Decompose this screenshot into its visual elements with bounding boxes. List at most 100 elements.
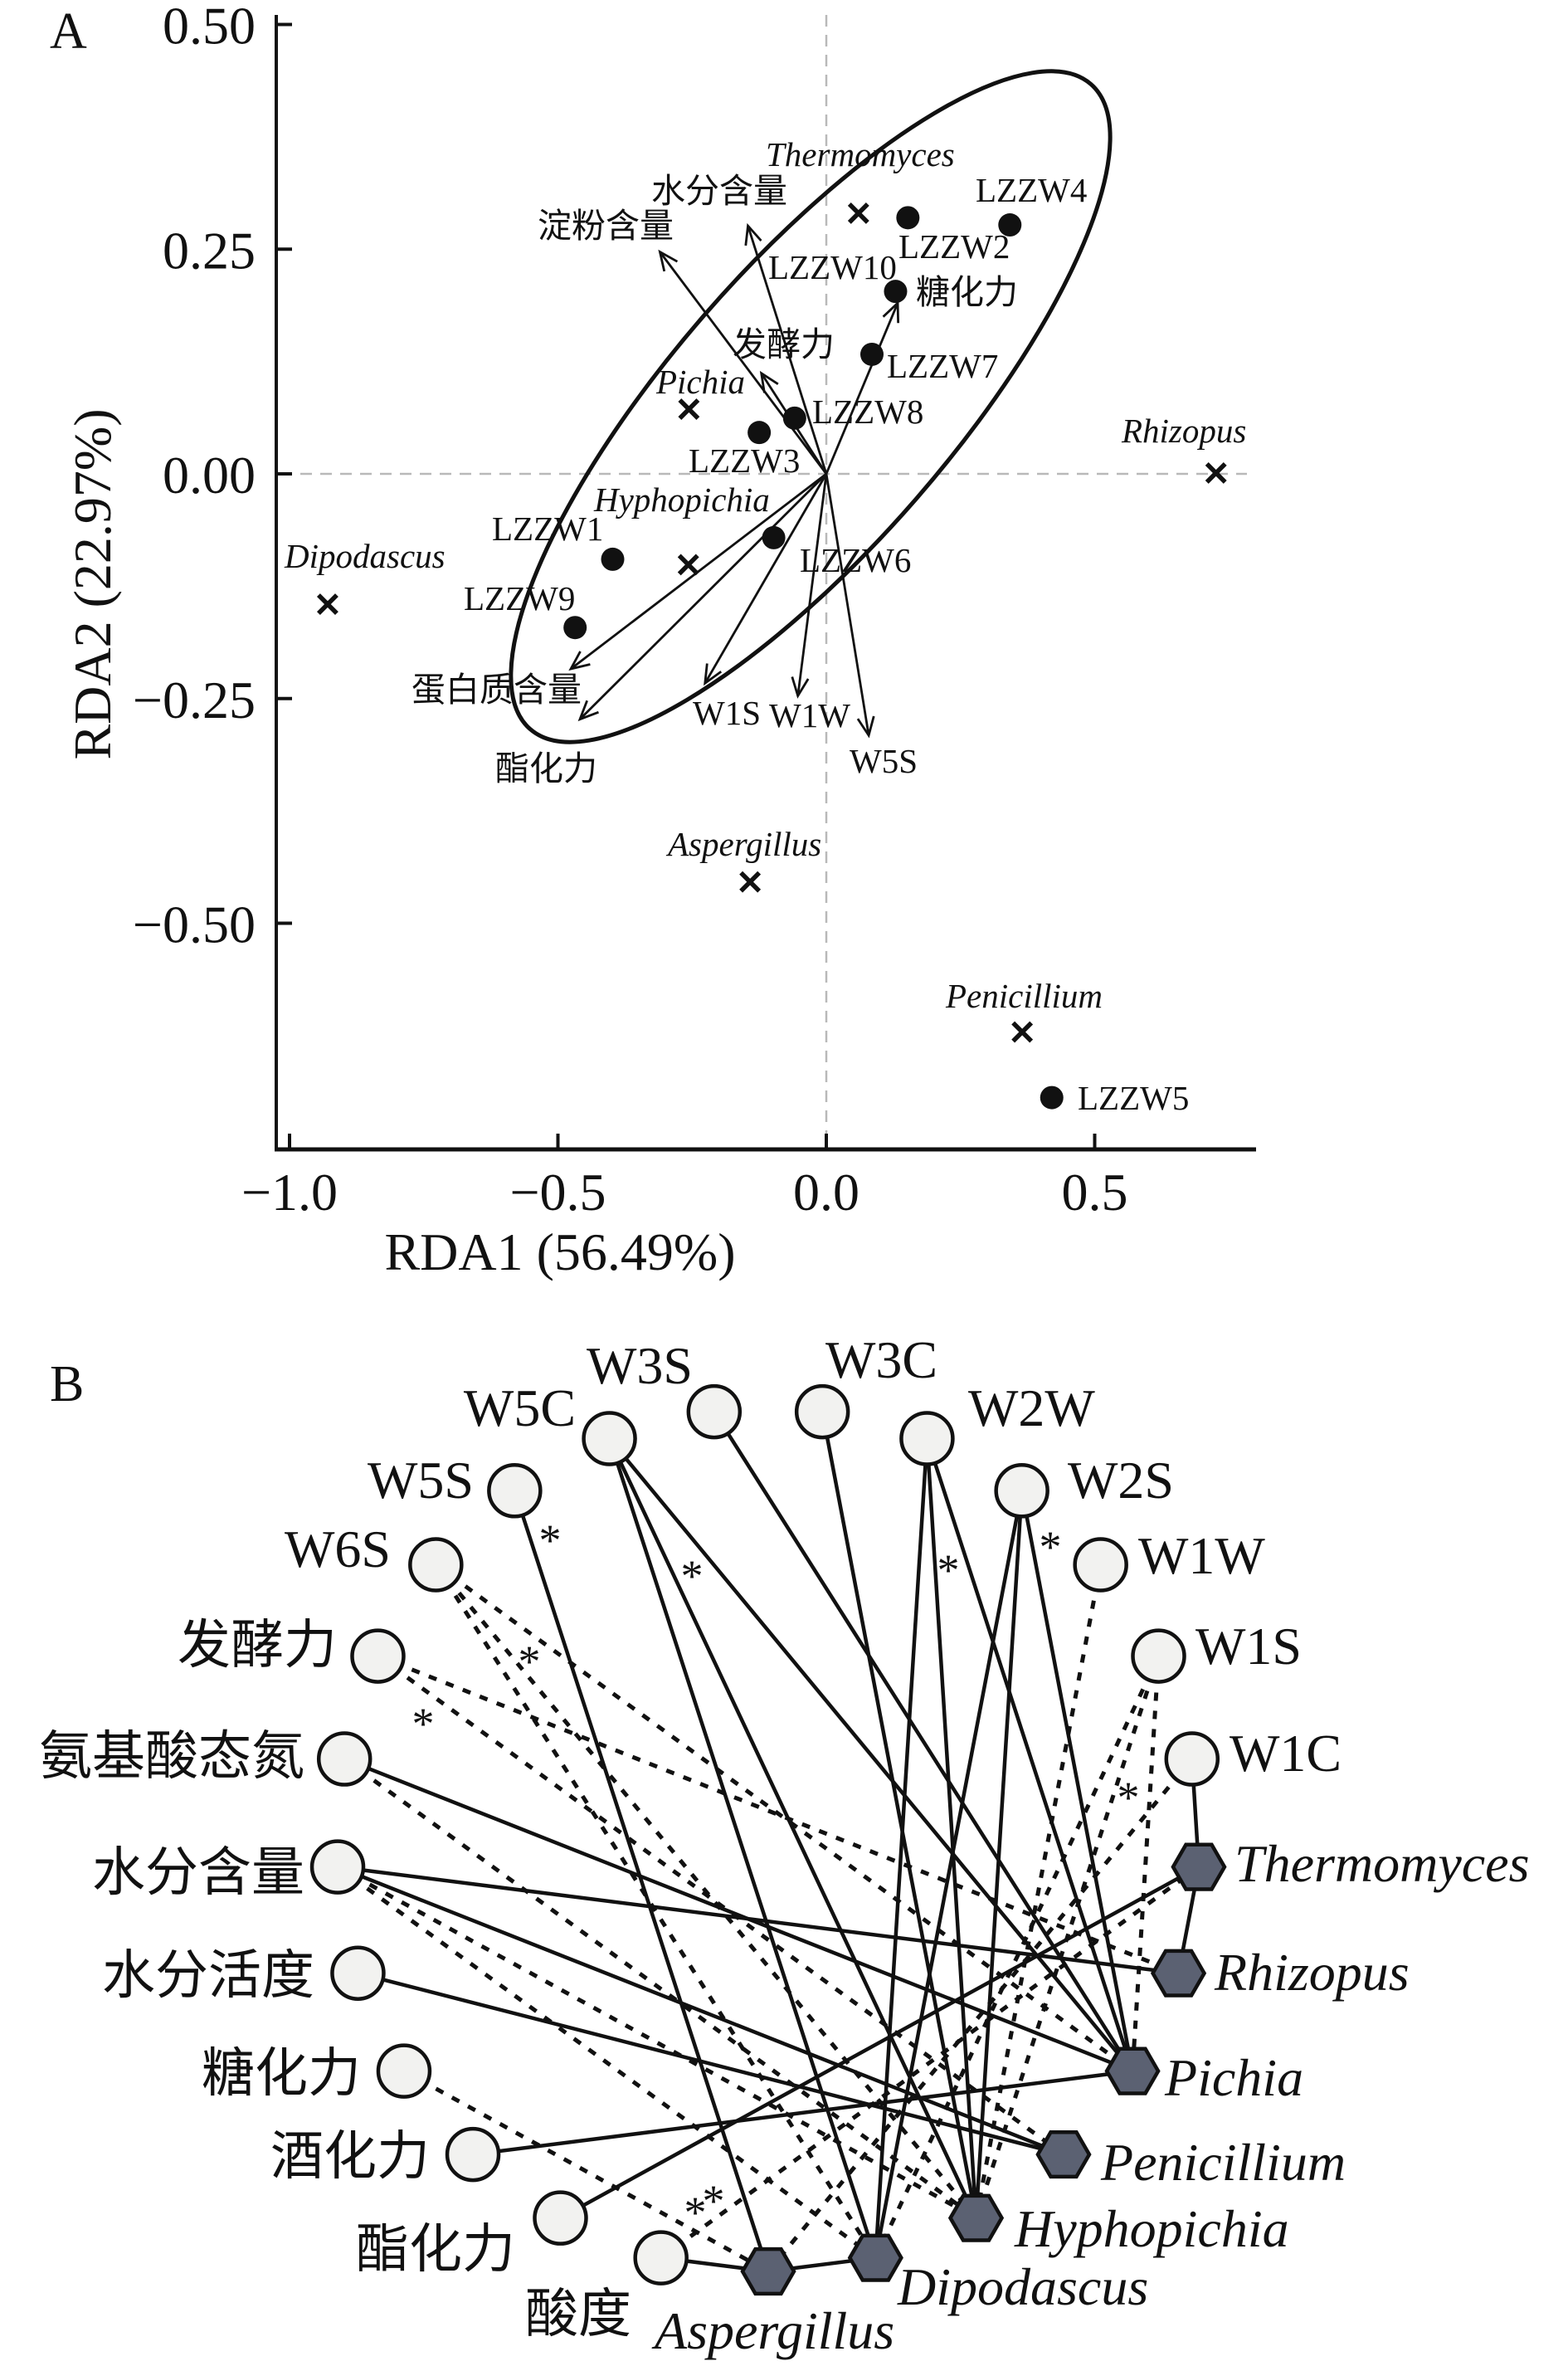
vector-arrowhead	[744, 222, 762, 246]
significance-marks: ** * ******	[412, 1515, 1140, 2237]
sample-label: LZZW1	[492, 510, 603, 548]
factor-vector	[704, 473, 828, 685]
sample-label: LZZW2	[898, 227, 1010, 266]
genus-label: Pichia	[655, 363, 745, 401]
network-edge-solid	[357, 1971, 1064, 2157]
genus-node-label: Pichia	[1164, 2048, 1303, 2107]
factor-node	[330, 1945, 386, 2001]
vector-label: 糖化力	[916, 273, 1018, 311]
network-node-labels: W3C W2W W2S W1W W1S W1C Thermomyces Rhizopus Pic…	[39, 1330, 1529, 2360]
factor-node-label: W6S	[285, 1520, 391, 1578]
vector-arrowhead	[882, 300, 900, 324]
panel-b-correlation-network: B ** * ****** W3CW2WW2SW1WW1SW1CThermomyce…	[39, 1330, 1529, 2360]
factor-node	[994, 1463, 1049, 1519]
vector-arrowhead	[577, 700, 599, 722]
factor-node-label: W1C	[1230, 1724, 1342, 1783]
genus-marker	[739, 871, 762, 893]
vector-label: 蛋白质含量	[411, 671, 582, 709]
network-edge-solid	[559, 1865, 1200, 2220]
y-tick-label: −0.50	[133, 895, 256, 954]
network-edge-solid	[607, 1437, 878, 2259]
factor-node	[1073, 1537, 1128, 1593]
vector-label: 酯化力	[495, 749, 597, 788]
genus-label: Hyphopichia	[593, 481, 770, 519]
sample-point	[601, 547, 625, 571]
factor-node-label: W5S	[368, 1451, 474, 1510]
genus-node	[1171, 1842, 1227, 1891]
factor-node	[686, 1383, 743, 1440]
network-edge-solid	[925, 1437, 1135, 2072]
network-edge-solid	[337, 1865, 1179, 1975]
genus-node-label: Penicillium	[1100, 2133, 1346, 2192]
factor-node	[1131, 1628, 1186, 1684]
x-tick-label: 0.5	[1062, 1163, 1128, 1222]
vector-arrowhead	[704, 663, 723, 686]
factor-node-label: 糖化力	[202, 2044, 361, 2103]
factor-node-label: W5C	[464, 1378, 576, 1437]
factor-node-label: 酸度	[525, 2285, 631, 2344]
network-edge-dashed	[660, 1865, 1200, 2260]
network-edge-dashed	[377, 1654, 1180, 1976]
genus-marker	[1011, 1021, 1034, 1043]
factor-vector	[796, 473, 828, 696]
factor-node-label: W1W	[1138, 1526, 1265, 1585]
vector-label: W1W	[769, 696, 850, 734]
genus-node	[740, 2246, 796, 2296]
genus-label: Dipodascus	[284, 537, 446, 575]
network-edge-solid	[712, 1410, 1134, 2072]
factor-vector	[825, 473, 870, 736]
genus-marker	[678, 398, 700, 420]
factor-vector	[825, 302, 899, 475]
sample-label: LZZW4	[976, 171, 1087, 209]
genus-marker	[316, 593, 338, 615]
y-tick-label: 0.25	[163, 221, 256, 280]
factor-node-label: 氨基酸态氮	[39, 1727, 304, 1786]
significance-asterisk: *	[681, 1551, 704, 1601]
genus-marker	[677, 554, 699, 576]
factor-node-label: W1S	[1195, 1617, 1302, 1676]
vector-label: 发酵力	[733, 325, 835, 363]
panel-a-letter: A	[50, 3, 87, 60]
factor-vector	[579, 473, 827, 720]
factor-node	[350, 1628, 406, 1684]
factor-vector	[570, 472, 827, 671]
sample-point	[998, 213, 1022, 237]
genus-node	[947, 2193, 1005, 2242]
genus-label: Aspergillus	[665, 825, 821, 863]
sample-point	[563, 616, 587, 640]
factor-node-label: 酯化力	[356, 2220, 515, 2279]
factor-vector	[747, 225, 828, 475]
network-nodes	[309, 1383, 1227, 2296]
genus-label: Thermomyces	[766, 135, 955, 173]
factor-node	[794, 1383, 850, 1440]
network-edge-solid	[925, 1438, 978, 2218]
panel-b-letter: B	[50, 1356, 84, 1412]
sample-label: LZZW3	[689, 441, 800, 480]
network-edge-solid	[820, 1411, 978, 2219]
factor-node-label: 水分活度	[102, 1946, 314, 2005]
significance-asterisk: *	[1118, 1773, 1140, 1822]
sample-label: LZZW8	[812, 393, 923, 431]
factor-node	[633, 2230, 689, 2286]
x-tick-label: −0.5	[509, 1163, 606, 1222]
vector-label: 淀粉含量	[538, 207, 674, 245]
network-edge-dashed	[434, 1563, 1134, 2073]
network-edge-dashed	[336, 1865, 877, 2260]
genus-label: Penicillium	[945, 977, 1103, 1015]
network-edge-dashed	[874, 1655, 1161, 2259]
vector-arrowhead	[791, 676, 810, 699]
significance-asterisk: *	[684, 2188, 707, 2237]
sample-label: LZZW10	[768, 248, 897, 286]
factor-node	[487, 1463, 543, 1519]
x-tick-label: 0.0	[793, 1163, 859, 1222]
network-edges	[336, 1410, 1201, 2274]
network-edge-solid	[1020, 1490, 1135, 2072]
factor-node-label: 发酵力	[178, 1616, 337, 1675]
sample-label: LZZW5	[1078, 1079, 1189, 1117]
sample-point	[859, 342, 884, 366]
sample-point	[884, 280, 908, 304]
vector-label: W1S	[693, 694, 761, 732]
factor-vector	[659, 251, 828, 475]
genus-node-label: Dipodascus	[897, 2257, 1148, 2316]
